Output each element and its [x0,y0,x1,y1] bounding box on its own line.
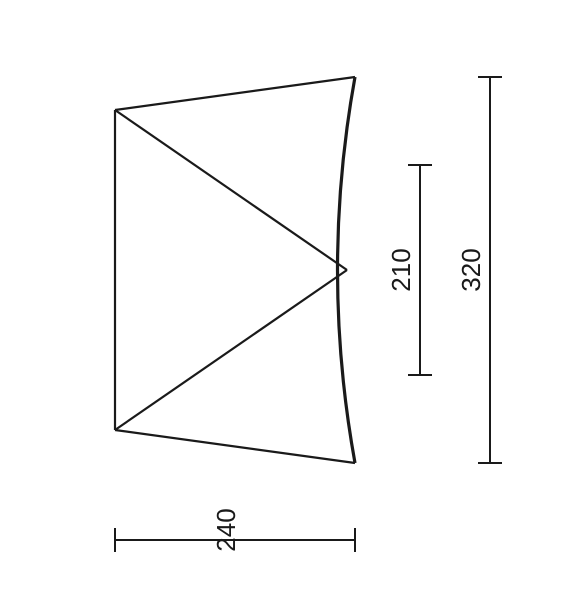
dimension-label: 240 [211,508,241,551]
tent-outline [115,77,355,463]
dimension-label: 210 [386,248,416,291]
dimension-label: 320 [456,248,486,291]
dimension-diagram: 240 210 320 [0,0,588,600]
dimension-lines: 240 210 320 [115,77,502,552]
